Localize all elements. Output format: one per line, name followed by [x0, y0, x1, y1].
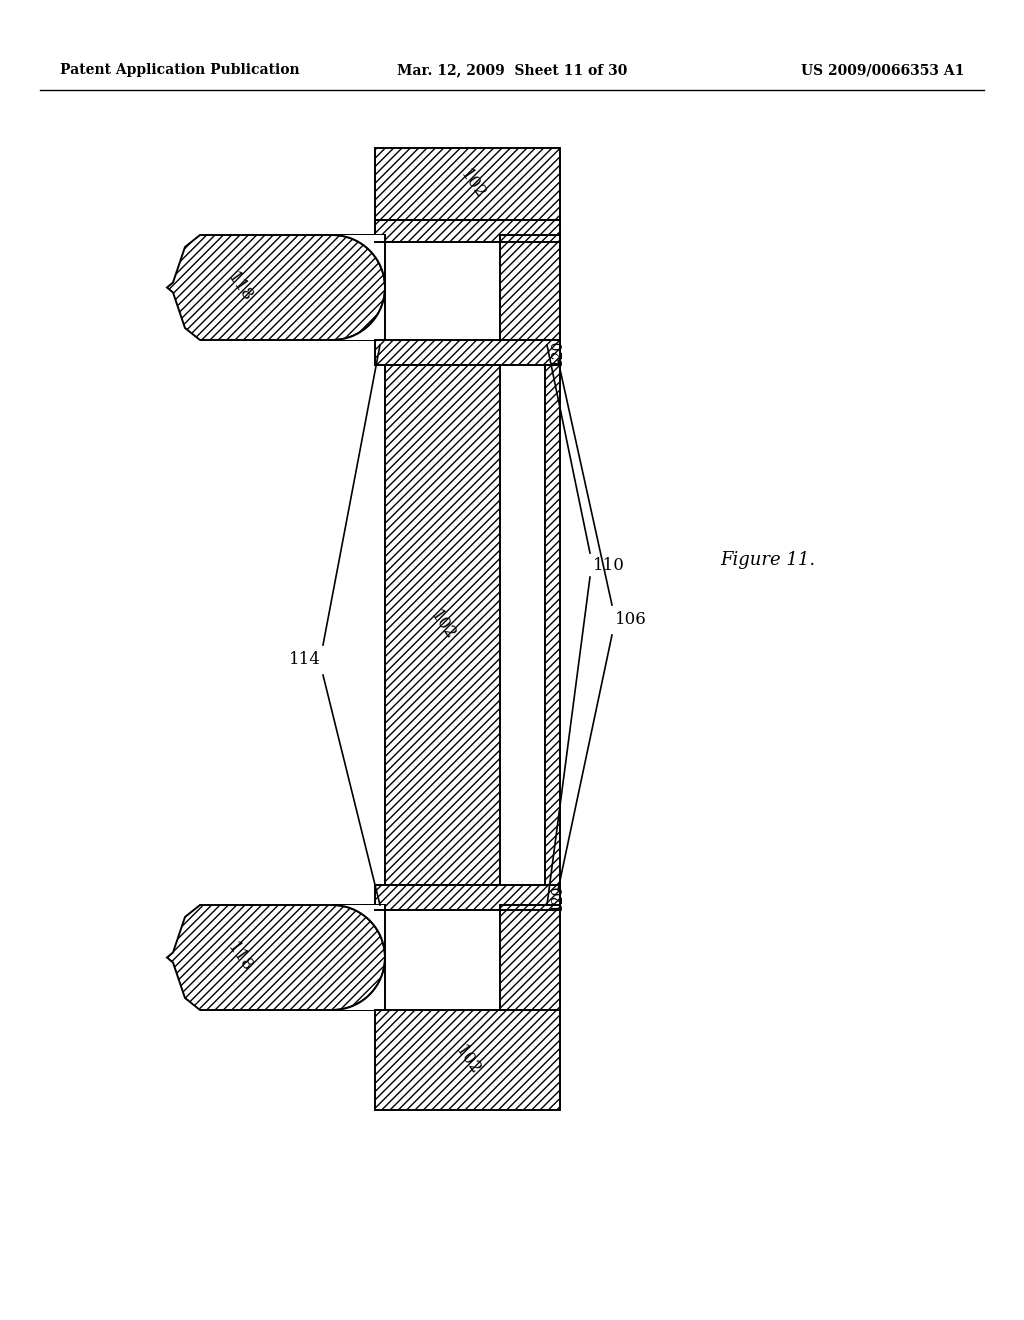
Text: Patent Application Publication: Patent Application Publication: [60, 63, 300, 77]
Polygon shape: [500, 906, 560, 1010]
Polygon shape: [167, 906, 385, 1010]
Polygon shape: [167, 235, 385, 341]
Text: Figure 11.: Figure 11.: [720, 550, 815, 569]
Polygon shape: [333, 906, 385, 1010]
Polygon shape: [545, 220, 560, 1010]
Text: 118: 118: [224, 940, 256, 975]
Polygon shape: [333, 235, 385, 341]
Text: Mar. 12, 2009  Sheet 11 of 30: Mar. 12, 2009 Sheet 11 of 30: [397, 63, 627, 77]
Text: 120: 120: [550, 339, 564, 366]
Text: 110: 110: [593, 557, 625, 573]
Text: 102: 102: [426, 607, 459, 643]
Text: 120: 120: [550, 884, 564, 911]
Polygon shape: [500, 235, 560, 341]
Polygon shape: [375, 884, 560, 909]
Polygon shape: [375, 341, 560, 366]
Text: US 2009/0066353 A1: US 2009/0066353 A1: [801, 63, 964, 77]
Text: 102: 102: [457, 166, 488, 202]
Text: 102: 102: [452, 1041, 483, 1078]
Polygon shape: [385, 366, 500, 884]
Text: 118: 118: [224, 269, 256, 305]
Text: 114: 114: [289, 652, 321, 668]
Text: 106: 106: [615, 611, 647, 628]
Polygon shape: [375, 148, 560, 220]
Polygon shape: [375, 1010, 560, 1110]
Polygon shape: [375, 220, 560, 242]
